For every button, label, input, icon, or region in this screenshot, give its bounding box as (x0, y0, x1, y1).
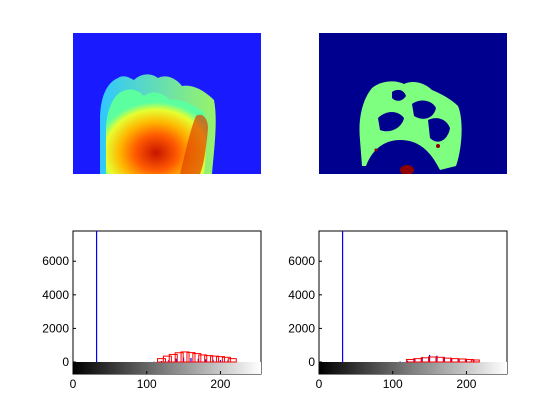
red-bin-7 (192, 353, 202, 363)
red-bin-5 (435, 356, 445, 363)
xtick-label-200: 200 (456, 377, 476, 391)
ytick-label-4000: 4000 (42, 288, 69, 302)
red-bin-2 (162, 355, 172, 363)
grayscale-colorbar (73, 362, 261, 374)
red-bin-11 (215, 356, 225, 363)
xtick-label-100: 100 (137, 377, 157, 391)
ytick-label-2000: 2000 (42, 321, 69, 335)
plot-frame (72, 230, 262, 375)
red-bin-6 (186, 352, 196, 363)
xtick-label-0: 0 (70, 377, 77, 391)
ytick-label-6000: 6000 (288, 254, 315, 268)
red-bin-9 (204, 355, 214, 363)
red-bin-5 (180, 351, 190, 363)
histogram-panel-1: 0 2000 4000 6000 0 100 200 (42, 230, 262, 391)
ytick-label-0: 0 (62, 355, 69, 369)
red-bin-12 (221, 356, 231, 363)
xtick-label-200: 200 (210, 377, 230, 391)
red-bin-9 (464, 358, 474, 363)
xtick-label-100: 100 (383, 377, 403, 391)
red-bin-4 (428, 356, 438, 363)
red-bin-6 (442, 357, 452, 363)
grayscale-colorbar (319, 362, 507, 374)
ytick-label-0: 0 (308, 355, 315, 369)
red-bin-8 (457, 358, 467, 363)
red-bin-2 (413, 358, 423, 363)
red-bin-1 (156, 358, 166, 363)
segmented-hand-image (319, 33, 507, 174)
plot-frame (318, 230, 508, 375)
jet-colormap-hand-image (73, 33, 261, 174)
histogram-panel-2: 0 2000 4000 6000 0 100 200 (288, 230, 508, 391)
red-bin-13 (227, 358, 237, 363)
xtick-label-0: 0 (316, 377, 323, 391)
red-bin-7 (450, 358, 460, 363)
red-bin-8 (198, 354, 208, 363)
ytick-label-6000: 6000 (42, 254, 69, 268)
red-bin-10 (470, 359, 480, 363)
red-bin-3 (168, 353, 178, 363)
ytick-label-4000: 4000 (288, 288, 315, 302)
red-bin-10 (210, 355, 220, 363)
red-bin-4 (174, 352, 184, 363)
red-bin-3 (420, 357, 430, 363)
red-bin-1 (405, 358, 415, 363)
ytick-label-2000: 2000 (288, 321, 315, 335)
